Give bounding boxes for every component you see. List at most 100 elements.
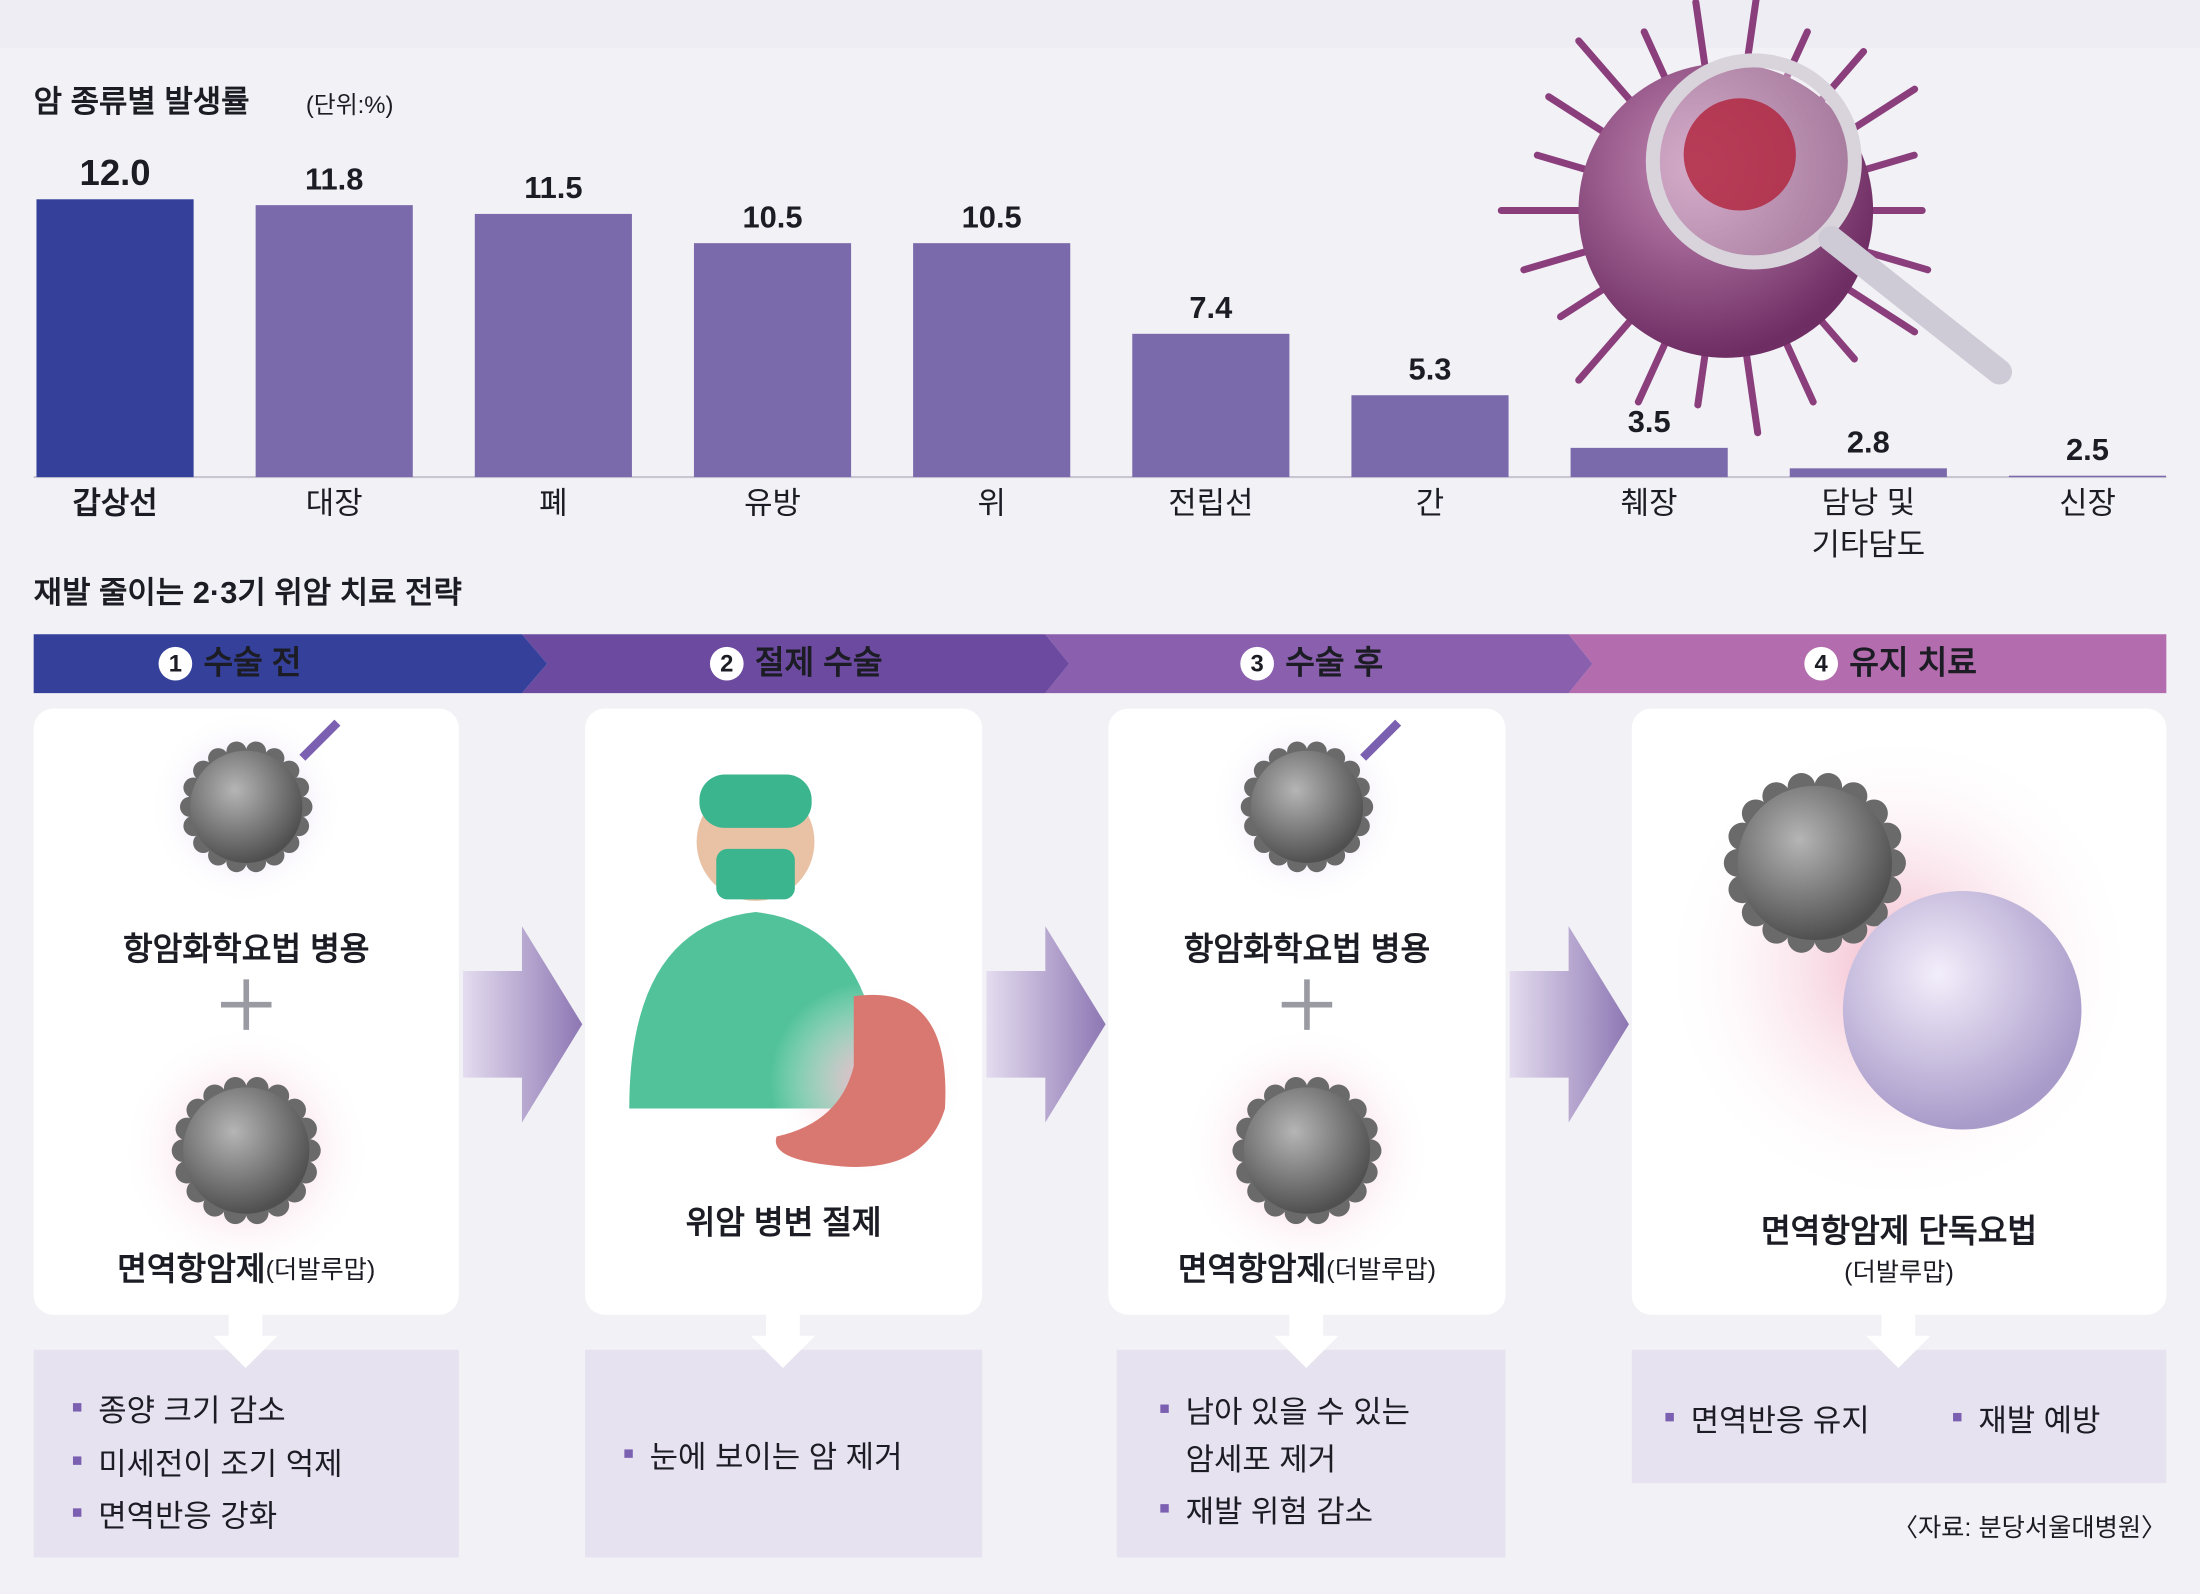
step-number: 3 [1251, 650, 1264, 677]
bullet-text: 눈에 보이는 암 제거 [650, 1439, 903, 1474]
step-badge [158, 646, 193, 681]
bullet-boxes [33, 1314, 2167, 1558]
cancer-cell [171, 1077, 321, 1225]
stomach [775, 994, 946, 1167]
card-text: 항암화학요법 병용 [123, 931, 369, 967]
virus-illustration [1497, 0, 2012, 437]
bar [255, 205, 413, 478]
cell-body [1250, 750, 1364, 863]
step-band [33, 634, 2167, 694]
card-note: (더발루맙) [1844, 1259, 1954, 1287]
step-badge [1804, 646, 1839, 681]
spike [1575, 37, 1642, 114]
x-tick-label: 위 [977, 485, 1005, 520]
x-tick-label: 췌장 [1621, 485, 1678, 520]
x-tick-label: 폐 [539, 485, 567, 520]
x-tick-label: 유방 [744, 485, 801, 520]
x-tick-label: 갑상선 [72, 485, 157, 520]
bullet-marker [72, 1456, 82, 1465]
card-text: 면역항암제 단독요법 [1761, 1213, 2037, 1249]
step-name: 유지 치료 [1849, 645, 1977, 681]
spike [1575, 307, 1642, 384]
bullet-marker [1160, 1404, 1169, 1413]
card-text: 면역항암제(더발루맙) [117, 1251, 375, 1287]
bar [693, 243, 852, 478]
spike [1741, 338, 1762, 437]
x-tick-label: 전립선 [1168, 485, 1253, 520]
x-tick-label: 대장 [306, 485, 363, 520]
value-label: 10.5 [742, 199, 802, 234]
plus-sign [220, 979, 272, 1030]
bullet-text: 종양 크기 감소 [98, 1393, 285, 1428]
cell-body [190, 750, 303, 863]
card-note: (더발루맙) [1326, 1256, 1436, 1284]
bar [1351, 395, 1509, 478]
plus-sign [1281, 979, 1333, 1030]
card-text: 위암 병변 절제 [686, 1204, 882, 1240]
value-label: 11.8 [305, 161, 363, 196]
bar [913, 243, 1071, 478]
value-label: 3.5 [1628, 404, 1671, 439]
value-label: 2.5 [2066, 432, 2109, 467]
x-tick-label: 신장 [2059, 485, 2116, 520]
bullet-marker [72, 1508, 82, 1517]
flow-arrows [463, 926, 1629, 1123]
bar [1789, 468, 1947, 478]
x-tick-label: 담낭 및 기타담도 [1812, 485, 1926, 562]
bullet-text: 면역반응 강화 [98, 1498, 277, 1533]
step-name: 절제 수술 [755, 645, 883, 681]
card-text: 항암화학요법 병용 [1184, 931, 1430, 967]
value-label: 10.5 [962, 199, 1022, 234]
value-label: 5.3 [1409, 352, 1452, 387]
bullet-text: 재발 위험 감소 [1186, 1494, 1373, 1529]
bullet-marker [1665, 1412, 1674, 1422]
cell-body [1243, 1087, 1371, 1214]
arrow-pointer [299, 719, 341, 761]
bullet-text: 남아 있을 수 있는 암세포 제거 [1186, 1395, 1410, 1478]
cancer-cell [1240, 741, 1374, 873]
bullet-text: 면역반응 유지 [1691, 1403, 1870, 1438]
surgeon-mask [716, 848, 795, 900]
cancer-cell [1723, 773, 1906, 953]
cancer-cell [180, 741, 313, 873]
bullet-marker [1953, 1412, 1962, 1422]
card-note: (더발루맙) [266, 1256, 376, 1284]
x-tick-label: 간 [1416, 485, 1444, 520]
step-name: 수술 후 [1285, 645, 1383, 681]
bar [474, 213, 632, 478]
arrow-pointer [1360, 719, 1402, 761]
card-text: 면역항암제(더발루맙) [1178, 1251, 1436, 1287]
step-name: 수술 전 [203, 645, 301, 681]
step-badge [709, 646, 744, 681]
bar [1132, 333, 1290, 478]
value-label: 11.5 [524, 170, 582, 205]
surgeon-cap [699, 774, 812, 828]
bar [1570, 447, 1728, 478]
cancer-cell [1232, 1077, 1382, 1225]
step-number: 4 [1815, 650, 1829, 677]
immune-cell [1842, 891, 2082, 1130]
chart-title: 암 종류별 발생률 [34, 84, 250, 119]
spike [1834, 279, 1919, 336]
section-title: 재발 줄이는 2·3기 위암 치료 전략 [34, 575, 462, 610]
bullet-marker [624, 1449, 633, 1458]
value-label: 2.8 [1847, 425, 1890, 460]
step-number: 1 [169, 650, 182, 677]
source: 〈자료: 분당서울대병원〉 [1893, 1514, 2167, 1542]
cell-body [183, 1087, 310, 1214]
value-label: 12.0 [80, 152, 151, 193]
bar [2008, 475, 2167, 478]
bar [36, 199, 194, 478]
step-badge [1240, 646, 1274, 681]
value-label: 7.4 [1189, 290, 1232, 325]
card-main: 면역항암제 [1178, 1251, 1326, 1287]
cell-body [1737, 785, 1893, 941]
step-number: 2 [720, 650, 733, 677]
bullet-marker [1160, 1504, 1169, 1513]
bullet-marker [72, 1403, 82, 1412]
card-main: 면역항암제 [117, 1251, 265, 1287]
bullet-text: 미세전이 조기 억제 [98, 1446, 342, 1481]
unit: (단위:%) [306, 92, 394, 119]
